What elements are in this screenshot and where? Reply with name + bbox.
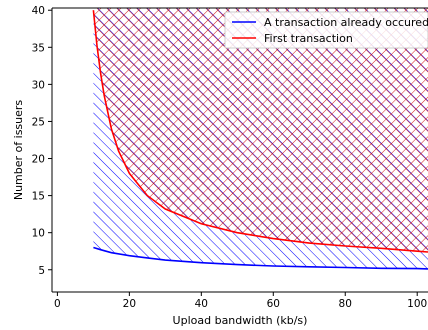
y-tick-label: 35 [32,42,45,54]
y-tick-label: 30 [32,79,45,91]
y-tick-label: 25 [32,116,45,128]
x-tick-label: 40 [195,298,208,310]
x-tick-label: 20 [123,298,136,310]
axes-frame [51,7,428,293]
y-axis-title: Number of issuers [12,100,25,201]
y-tick-label: 5 [38,265,45,277]
y-tick-label: 40 [32,5,45,17]
x-axis-ticks: 0 20 40 60 80 100 [54,292,427,310]
x-axis-title: Upload bandwidth (kb/s) [173,314,308,327]
y-tick-label: 15 [32,191,45,203]
legend-box [224,11,428,49]
legend-label-already-occured: A transaction already occured [264,16,428,29]
y-tick-label: 20 [32,154,45,166]
series-line-first-transaction [92,10,428,253]
series-line-already-occured [93,246,428,270]
y-tick-label: 10 [32,228,45,240]
red-crosshatched-region [93,8,428,252]
x-tick-label: 80 [339,298,352,310]
x-tick-label: 0 [54,298,61,310]
x-tick-label: 100 [407,298,427,310]
legend: A transaction already occured First tran… [224,11,428,49]
y-axis-ticks: 5 10 15 20 25 30 35 40 [32,5,52,277]
legend-label-first-transaction: First transaction [264,32,353,45]
x-tick-label: 60 [267,298,280,310]
